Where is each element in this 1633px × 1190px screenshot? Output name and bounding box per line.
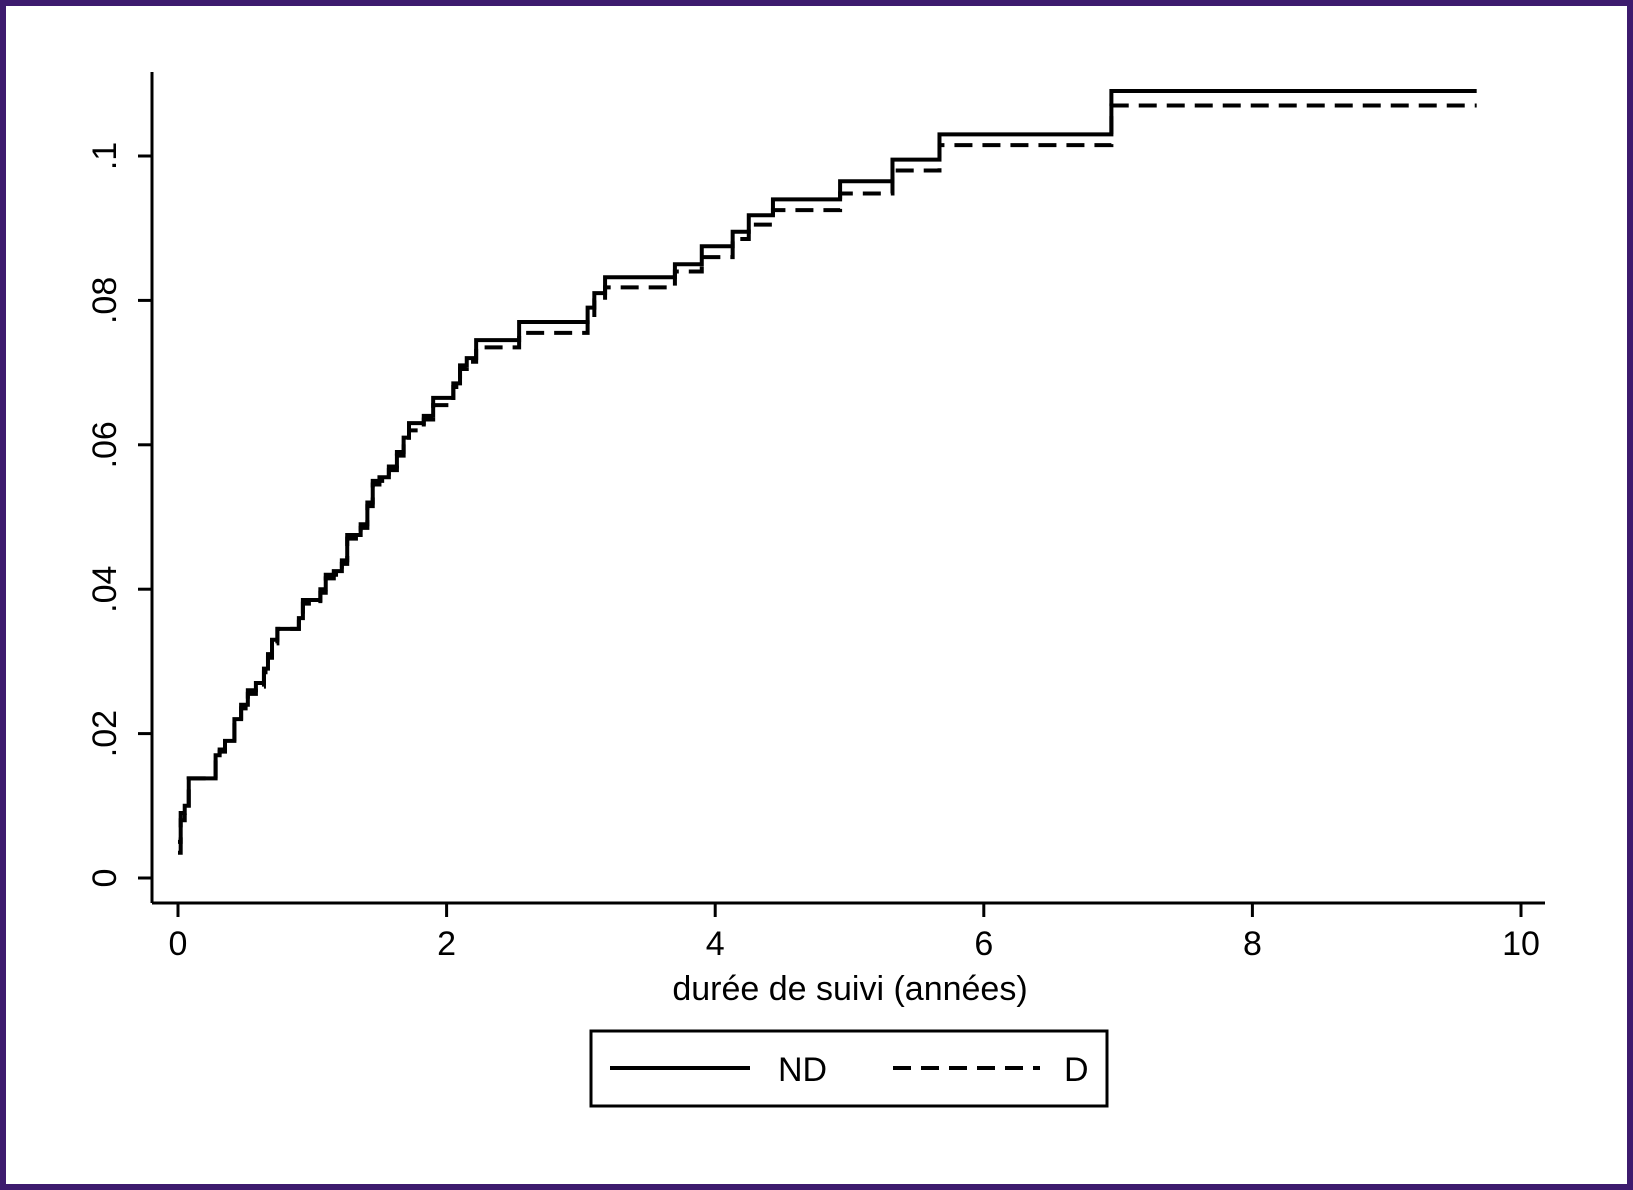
series-line-nd bbox=[178, 89, 1477, 844]
x-tick-label: 4 bbox=[706, 925, 725, 963]
legend: ND D bbox=[589, 1029, 1109, 1108]
y-tick-label: .02 bbox=[86, 710, 124, 757]
y-tick-label: .04 bbox=[86, 566, 124, 613]
x-tick-label: 10 bbox=[1502, 925, 1540, 963]
x-tick-label: 8 bbox=[1243, 925, 1262, 963]
y-tick-label: .1 bbox=[86, 142, 124, 170]
x-tick-label: 6 bbox=[974, 925, 993, 963]
legend-label-d: D bbox=[1064, 1051, 1089, 1089]
x-tick-label: 2 bbox=[437, 925, 456, 963]
y-tick-label: .08 bbox=[86, 277, 124, 324]
y-tick-label: .06 bbox=[86, 421, 124, 468]
legend-label-nd: ND bbox=[778, 1051, 827, 1089]
x-tick-label: 0 bbox=[169, 925, 188, 963]
x-axis-title: durée de suivi (années) bbox=[672, 970, 1027, 1008]
series-layer bbox=[178, 89, 1477, 855]
axes: 0 .02 .04 .06 .08 .1 0 2 4 6 8 10 bbox=[86, 72, 1545, 963]
series-line-d bbox=[178, 103, 1477, 855]
y-tick-label: 0 bbox=[86, 869, 124, 888]
